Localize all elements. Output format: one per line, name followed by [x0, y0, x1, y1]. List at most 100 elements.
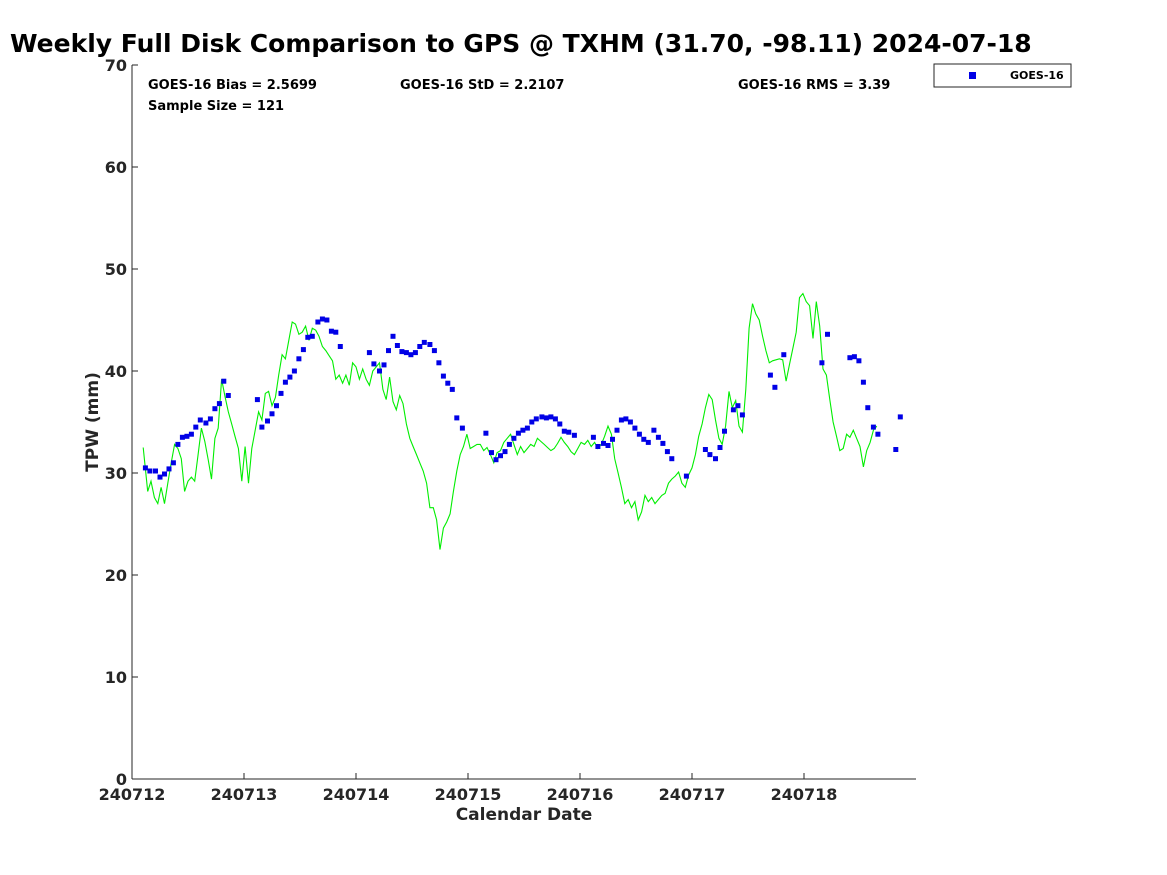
goes-16-point	[221, 378, 227, 384]
goes-16-point	[529, 419, 535, 425]
goes-16-point	[381, 362, 387, 368]
goes-16-point	[377, 368, 382, 374]
goes-16-point	[296, 356, 302, 362]
goes-16-point	[282, 379, 288, 385]
goes-16-point	[170, 460, 176, 466]
goes-16-point	[399, 349, 405, 355]
goes-16-point	[309, 333, 315, 339]
y-tick-label: 10	[105, 668, 127, 687]
y-ticks: 0 10 20 30 40 50 60 70	[105, 56, 138, 789]
x-tick-label: 240713	[211, 785, 278, 804]
y-tick-label: 60	[105, 158, 127, 177]
x-axis-label: Calendar Date	[456, 805, 593, 825]
y-tick-label: 20	[105, 566, 127, 585]
stat-bias: GOES-16 Bias = 2.5699	[148, 78, 317, 93]
goes-16-point	[772, 384, 778, 390]
goes-16-point	[412, 350, 418, 356]
goes-16-point	[449, 386, 455, 392]
goes-16-point	[520, 427, 526, 433]
goes-16-point	[618, 417, 624, 423]
x-tick-label: 240715	[435, 785, 502, 804]
stats-annotations: GOES-16 Bias = 2.5699 GOES-16 StD = 2.21…	[148, 78, 890, 114]
legend-label-goes-16: GOES-16	[1010, 69, 1064, 82]
goes-16-point	[269, 411, 275, 417]
goes-16-point	[856, 358, 862, 364]
y-tick-label: 0	[116, 770, 127, 789]
goes-16-point	[454, 415, 460, 421]
goes-16-point	[197, 417, 203, 423]
goes-16-point	[627, 419, 633, 425]
goes-16-point	[403, 350, 409, 356]
goes-16-point	[722, 428, 727, 434]
goes-16-point	[371, 361, 377, 367]
x-tick-label: 240712	[99, 785, 166, 804]
goes-16-point	[847, 355, 853, 361]
goes-16-point	[641, 436, 647, 442]
goes-16-point	[601, 440, 606, 446]
goes-16-point	[153, 468, 158, 474]
goes-16-point	[870, 424, 876, 430]
x-tick-label: 240717	[659, 785, 726, 804]
goes-16-point	[893, 447, 899, 452]
goes-16-point	[390, 333, 396, 339]
legend: GOES-16	[933, 63, 1072, 88]
goes-16-point	[493, 457, 499, 463]
goes-16-point	[702, 447, 708, 452]
goes-16-point	[851, 354, 857, 360]
goes-16-point	[865, 405, 871, 411]
goes-16-point	[142, 465, 148, 471]
goes-16-point	[860, 379, 866, 385]
goes-16-point	[571, 432, 577, 438]
goes-16-point	[739, 412, 745, 418]
plot-area	[142, 292, 903, 550]
x-ticks: 240712 240713 240714 240715 240716 240717 2407…	[99, 773, 838, 804]
goes-16-point	[819, 360, 825, 366]
legend-box	[933, 63, 1072, 88]
goes-16-point	[203, 420, 209, 426]
goes-16-point	[561, 428, 567, 434]
x-tick-label: 240718	[771, 785, 838, 804]
goes-16-point	[767, 372, 773, 378]
goes-16-point	[162, 471, 167, 477]
goes-16-point	[259, 424, 265, 430]
goes-16-point	[707, 452, 713, 458]
goes-16-point	[515, 430, 521, 436]
goes-16-point	[489, 450, 494, 456]
goes-16-point	[175, 441, 181, 447]
goes-16-point	[319, 316, 325, 322]
chart-title: Weekly Full Disk Comparison to GPS @ TXH…	[10, 29, 1032, 58]
stat-sample-size: Sample Size = 121	[148, 99, 284, 114]
goes-16-point	[291, 368, 297, 374]
goes-16-point	[328, 328, 334, 334]
goes-16-point	[590, 434, 596, 440]
goes-16-point	[632, 425, 638, 431]
goes-16-point	[651, 427, 657, 433]
goes-16-point	[179, 434, 185, 440]
goes-16-point	[605, 443, 611, 448]
goes-16-point	[184, 433, 190, 439]
goes-16-point	[548, 414, 554, 420]
goes-16-point	[717, 445, 723, 450]
goes-16-point	[511, 435, 517, 441]
goes-16-point	[254, 397, 260, 403]
goes-16-point	[459, 425, 465, 431]
goes-16-point	[207, 416, 213, 422]
goes-16-point	[417, 344, 423, 349]
goes-16-point	[655, 434, 661, 440]
y-axis-label: TPW (mm)	[83, 372, 103, 472]
goes-16-point	[366, 350, 372, 356]
goes-16-point	[300, 347, 306, 353]
stat-rms: GOES-16 RMS = 3.39	[738, 78, 890, 93]
goes-16-point	[636, 431, 642, 437]
goes-16-point	[188, 431, 194, 437]
legend-marker-goes-16	[969, 72, 976, 79]
goes-16-point	[610, 436, 615, 442]
goes-16-point	[533, 416, 539, 422]
goes-16-point	[157, 474, 163, 480]
goes-16-point	[193, 424, 199, 430]
stat-std: GOES-16 StD = 2.2107	[400, 78, 564, 93]
goes-16-point	[483, 430, 489, 436]
goes-16-point	[524, 425, 530, 431]
goes-16-point	[408, 352, 414, 358]
